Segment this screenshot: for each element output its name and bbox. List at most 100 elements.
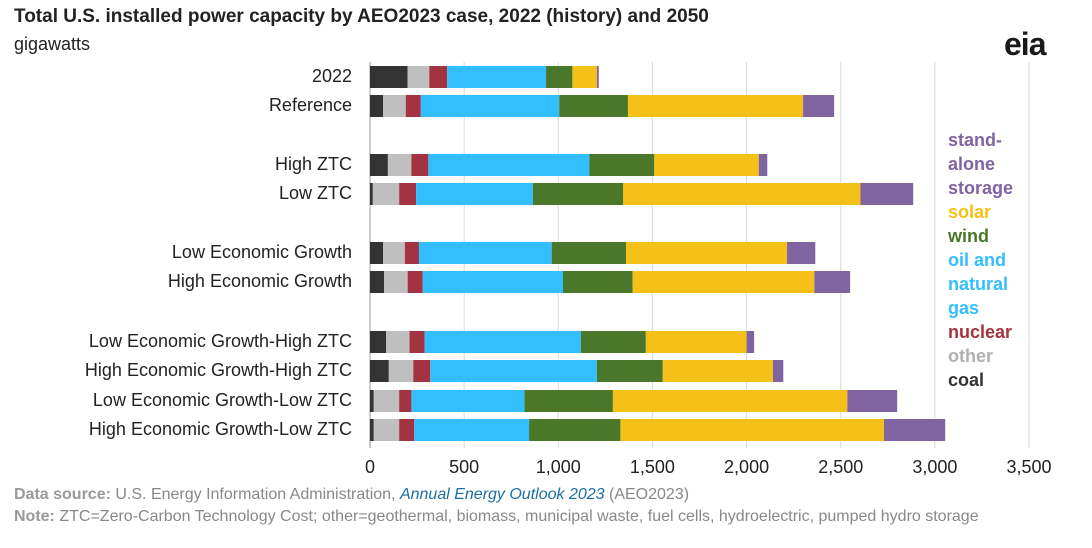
legend-entry: wind	[948, 226, 989, 246]
y-tick-label: Low Economic Growth	[172, 242, 352, 262]
bar-segment	[662, 360, 773, 382]
bar-segment	[420, 95, 560, 117]
note: Note: ZTC=Zero-Carbon Technology Cost; o…	[14, 507, 1084, 527]
bar-segment	[787, 242, 816, 264]
x-tick-label: 500	[449, 457, 479, 477]
bar-segment	[620, 419, 885, 441]
bar-segment	[370, 242, 384, 264]
bar-segment	[399, 390, 412, 412]
bar-segment	[626, 242, 788, 264]
bar-segment	[411, 390, 525, 412]
bar-segment	[370, 95, 384, 117]
bar-segment	[370, 331, 387, 353]
bar-segment	[383, 242, 405, 264]
bar-segment	[405, 95, 421, 117]
bar-segment	[772, 360, 784, 382]
bar-segment	[414, 419, 530, 441]
bar-segment	[386, 331, 410, 353]
legend-entry: solar	[948, 202, 992, 222]
bar-segment	[383, 95, 406, 117]
y-tick-label: High Economic Growth-Low ZTC	[89, 419, 352, 439]
legend-entry: nuclear	[948, 322, 1013, 342]
bar-segment	[413, 360, 431, 382]
chart-title: Total U.S. installed power capacity by A…	[14, 6, 709, 27]
bar-segment	[373, 390, 400, 412]
bar-segment	[404, 242, 419, 264]
chart-subtitle: gigawatts	[14, 34, 91, 54]
bar-segment	[632, 271, 815, 293]
bar-segment	[589, 154, 655, 176]
bar-segment	[384, 271, 408, 293]
y-tick-label: Low ZTC	[279, 183, 352, 203]
x-tick-label: 3,000	[912, 457, 957, 477]
bar-segment	[370, 419, 374, 441]
bar-segment	[370, 390, 374, 412]
bar-segment	[428, 154, 590, 176]
y-tick-label: High Economic Growth	[168, 271, 352, 291]
bar-segment	[746, 331, 755, 353]
x-tick-label: 0	[365, 457, 375, 477]
bar-segment	[424, 331, 581, 353]
bar-segment	[814, 271, 851, 293]
bar-segment	[847, 390, 898, 412]
bar-segment	[884, 419, 946, 441]
bar-segment	[596, 360, 663, 382]
bar-segment	[409, 331, 425, 353]
legend-entry: other	[948, 346, 993, 366]
bar-segment	[627, 95, 804, 117]
legend-entry: oil and natural gas	[948, 250, 1009, 318]
bar-segment	[654, 154, 759, 176]
bar-segment	[416, 183, 533, 205]
y-tick-label: 2022	[312, 66, 352, 86]
bar-segment	[411, 154, 429, 176]
bar-segment	[612, 390, 848, 412]
note-label: Note:	[14, 508, 55, 525]
bar-segment	[551, 242, 627, 264]
bar-segment	[418, 242, 552, 264]
bar-segment	[529, 419, 621, 441]
bar-segment	[645, 331, 747, 353]
x-tick-label: 1,000	[536, 457, 581, 477]
bar-segment	[370, 360, 389, 382]
bar-segment	[447, 66, 547, 88]
logo: eia	[1004, 26, 1046, 62]
bar-segment	[580, 331, 646, 353]
bar-segment	[399, 183, 417, 205]
y-tick-label: High Economic Growth-High ZTC	[85, 360, 352, 380]
bar-segment	[387, 154, 412, 176]
bar-segment	[430, 360, 597, 382]
bar-segment	[559, 95, 628, 117]
bar-segment	[370, 154, 388, 176]
bar-segment	[388, 360, 414, 382]
y-tick-label: Reference	[269, 95, 352, 115]
source: Data source: U.S. Energy Information Adm…	[14, 485, 1084, 505]
bar-segment	[407, 271, 423, 293]
bar-segment	[373, 419, 400, 441]
bar-segment	[623, 183, 861, 205]
bar-segment	[429, 66, 448, 88]
x-tick-label: 2,000	[724, 457, 769, 477]
bar-segment	[596, 66, 599, 88]
bar-segment	[372, 183, 400, 205]
note-text: ZTC=Zero-Carbon Technology Cost; other=g…	[59, 508, 979, 525]
bar-segment	[524, 390, 613, 412]
bar-segment	[370, 183, 373, 205]
legend: stand-alone storage solar wind oil and natu…	[948, 128, 1038, 392]
y-tick-label: Low Economic Growth-High ZTC	[89, 331, 352, 351]
bar-segment	[532, 183, 624, 205]
legend-entry: coal	[948, 370, 985, 390]
bar-segment	[803, 95, 835, 117]
x-tick-label: 3,500	[1006, 457, 1051, 477]
legend-entry: stand-alone storage	[948, 130, 1014, 198]
source-suffix: (AEO2023)	[609, 486, 690, 503]
source-text: U.S. Energy Information Administration,	[115, 486, 396, 503]
bar-segment	[546, 66, 573, 88]
bar-segment	[572, 66, 597, 88]
y-tick-label: High ZTC	[275, 154, 352, 174]
bar-segment	[860, 183, 914, 205]
bar-segment	[399, 419, 415, 441]
source-label: Data source:	[14, 486, 111, 503]
x-tick-label: 2,500	[818, 457, 863, 477]
source-link[interactable]: Annual Energy Outlook 2023	[399, 486, 605, 503]
